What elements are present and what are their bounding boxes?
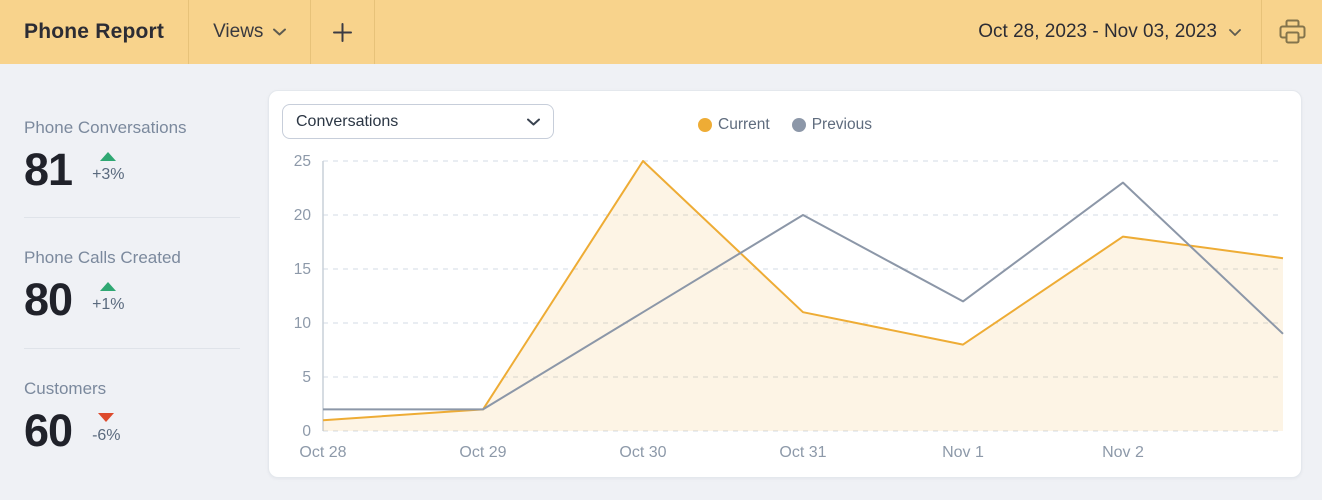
conversations-line-chart: 0 5 10 15 20 25 Oct 28 Oct 29 Oct 30 Oct 31 Nov 1 N… [294, 153, 1284, 461]
print-button[interactable] [1262, 0, 1322, 64]
triangle-down-icon [98, 412, 115, 422]
x-tick-label: Oct 31 [779, 444, 826, 461]
printer-icon [1279, 19, 1306, 45]
page-title: Phone Report [0, 0, 190, 64]
current-series-area [323, 161, 1283, 431]
kpi-delta: +1% [92, 296, 125, 314]
previous-legend-dot-icon [791, 118, 806, 132]
kpi-phone-conversations: Phone Conversations 81 +3% [24, 118, 240, 195]
y-tick-label: 0 [302, 423, 311, 440]
legend-item-previous: Previous [791, 116, 872, 134]
plus-icon [332, 22, 353, 43]
divider [24, 347, 240, 349]
top-bar: Phone Report Views Oct 28, 2023 - Nov 03… [0, 0, 1322, 64]
x-tick-label: Nov 2 [1102, 444, 1144, 461]
kpi-label: Phone Calls Created [24, 248, 181, 268]
kpi-delta: +3% [92, 166, 125, 183]
kpi-label: Phone Conversations [24, 118, 187, 137]
current-legend-dot-icon [698, 118, 712, 132]
views-menu-label: Views [213, 21, 264, 42]
legend-item-current: Current [698, 116, 770, 134]
chart-legend: Current Previous [698, 116, 872, 134]
kpi-label: Customers [24, 378, 107, 398]
triangle-up-icon [100, 152, 117, 161]
x-tick-label: Nov 1 [942, 444, 984, 461]
y-tick-label: 20 [294, 207, 312, 224]
x-tick-label: Oct 28 [299, 444, 346, 461]
chart-card: Conversations Current Previous 0 5 10 15 20 2… [268, 90, 1302, 478]
chevron-down-icon [273, 28, 287, 36]
kpi-delta: -6% [92, 426, 121, 444]
kpi-phone-calls-created: Phone Calls Created 80 +1% [24, 248, 240, 326]
kpi-sidebar: Phone Conversations 81 +3% Phone Calls C… [24, 90, 240, 478]
triangle-up-icon [100, 282, 117, 292]
kpi-customers: Customers 60 -6% [24, 378, 240, 456]
date-range-label: Oct 28, 2023 - Nov 03, 2023 [978, 21, 1217, 42]
date-range-picker[interactable]: Oct 28, 2023 - Nov 03, 2023 [958, 0, 1262, 64]
add-view-button[interactable] [311, 0, 376, 64]
kpi-value: 60 [24, 404, 73, 456]
chevron-down-icon [1229, 28, 1241, 36]
y-tick-label: 10 [294, 315, 312, 332]
divider [24, 217, 240, 219]
y-tick-label: 5 [302, 369, 311, 386]
topbar-spacer [375, 0, 958, 64]
legend-label: Previous [811, 116, 872, 133]
kpi-value: 80 [24, 274, 73, 326]
chevron-down-icon [527, 118, 540, 126]
metric-select[interactable]: Conversations [282, 104, 554, 139]
y-tick-label: 15 [294, 261, 311, 278]
x-tick-label: Oct 30 [619, 444, 666, 461]
previous-series-line [323, 181, 1284, 411]
metric-select-value: Conversations [296, 112, 399, 130]
y-tick-label: 25 [294, 153, 311, 170]
main-content: Phone Conversations 81 +3% Phone Calls C… [0, 64, 1322, 478]
x-tick-label: Oct 29 [459, 444, 506, 461]
kpi-value: 81 [24, 144, 73, 195]
legend-label: Current [718, 116, 770, 133]
views-menu[interactable]: Views [189, 0, 312, 64]
